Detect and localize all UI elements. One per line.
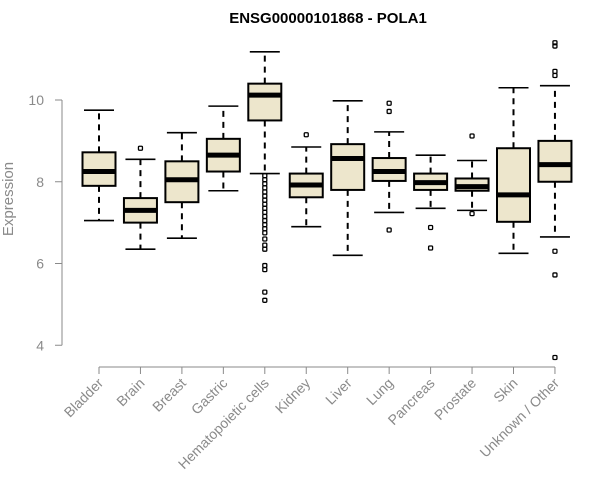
outlier-point — [262, 217, 268, 224]
outlier-point — [552, 354, 558, 361]
x-tick-label: Liver — [322, 375, 355, 408]
iqr-box — [496, 147, 531, 223]
outlier-point — [552, 72, 558, 79]
x-tick-label: Prostate — [431, 375, 479, 423]
outlier-point — [262, 266, 268, 273]
outlier-point — [262, 185, 268, 191]
outlier-point — [262, 209, 268, 216]
box-group — [247, 50, 283, 303]
box-group — [537, 40, 573, 361]
y-tick-label: 10 — [28, 92, 44, 108]
box-group — [330, 100, 366, 257]
outlier-point — [552, 68, 558, 75]
outlier-point — [262, 236, 268, 242]
outlier-point — [262, 297, 268, 303]
outlier-point — [262, 205, 268, 211]
outlier-point — [427, 245, 434, 251]
box-group — [371, 100, 407, 233]
outlier-point — [427, 224, 434, 231]
outlier-point — [386, 100, 392, 106]
outlier-point — [262, 222, 268, 228]
outlier-point — [262, 172, 268, 179]
outlier-point — [386, 227, 392, 233]
iqr-box — [330, 143, 366, 191]
iqr-box — [537, 139, 573, 183]
x-tick-label: Bladder — [61, 375, 107, 421]
outlier-point — [262, 181, 268, 187]
box-group — [288, 132, 324, 228]
outlier-point — [262, 230, 268, 236]
box-group — [164, 131, 200, 239]
x-tick-label: Kidney — [272, 375, 314, 417]
box-group — [205, 105, 241, 192]
outlier-point — [137, 145, 144, 151]
outlier-point — [552, 272, 558, 278]
outlier-point — [262, 226, 268, 232]
outlier-point — [262, 213, 268, 220]
iqr-box — [247, 82, 283, 122]
outlier-point — [262, 189, 268, 195]
y-tick-label: 4 — [36, 337, 44, 353]
outlier-point — [262, 201, 268, 207]
outlier-point — [262, 262, 268, 269]
y-tick-label: 6 — [36, 256, 44, 272]
box-group — [454, 133, 490, 217]
y-axis: 4 6 8 10 — [28, 92, 63, 353]
box-group — [122, 145, 158, 250]
outlier-point — [552, 248, 558, 254]
outlier-point — [469, 133, 475, 139]
box-group — [496, 86, 531, 255]
outlier-point — [262, 193, 268, 199]
chart-title: ENSG00000101868 - POLA1 — [229, 10, 427, 27]
outlier-point — [386, 108, 392, 115]
box-group — [413, 154, 449, 251]
outlier-point — [303, 132, 309, 138]
outlier-point — [469, 210, 475, 217]
x-tick-label: Skin — [490, 375, 521, 406]
outlier-point — [262, 289, 268, 295]
x-tick-label: Breast — [149, 375, 189, 415]
y-tick-label: 8 — [36, 174, 44, 190]
outlier-point — [262, 246, 268, 252]
outlier-point — [262, 242, 268, 248]
x-tick-label: Unknown / Other — [476, 375, 562, 461]
y-axis-label: Expression — [0, 162, 17, 236]
boxes-layer — [81, 40, 573, 361]
x-tick-label: Brain — [113, 375, 147, 409]
outlier-point — [262, 197, 268, 203]
outlier-point — [262, 177, 268, 183]
outlier-point — [552, 43, 558, 49]
outlier-point — [552, 40, 558, 46]
box-group — [81, 109, 117, 222]
x-tick-label: Lung — [363, 375, 396, 408]
